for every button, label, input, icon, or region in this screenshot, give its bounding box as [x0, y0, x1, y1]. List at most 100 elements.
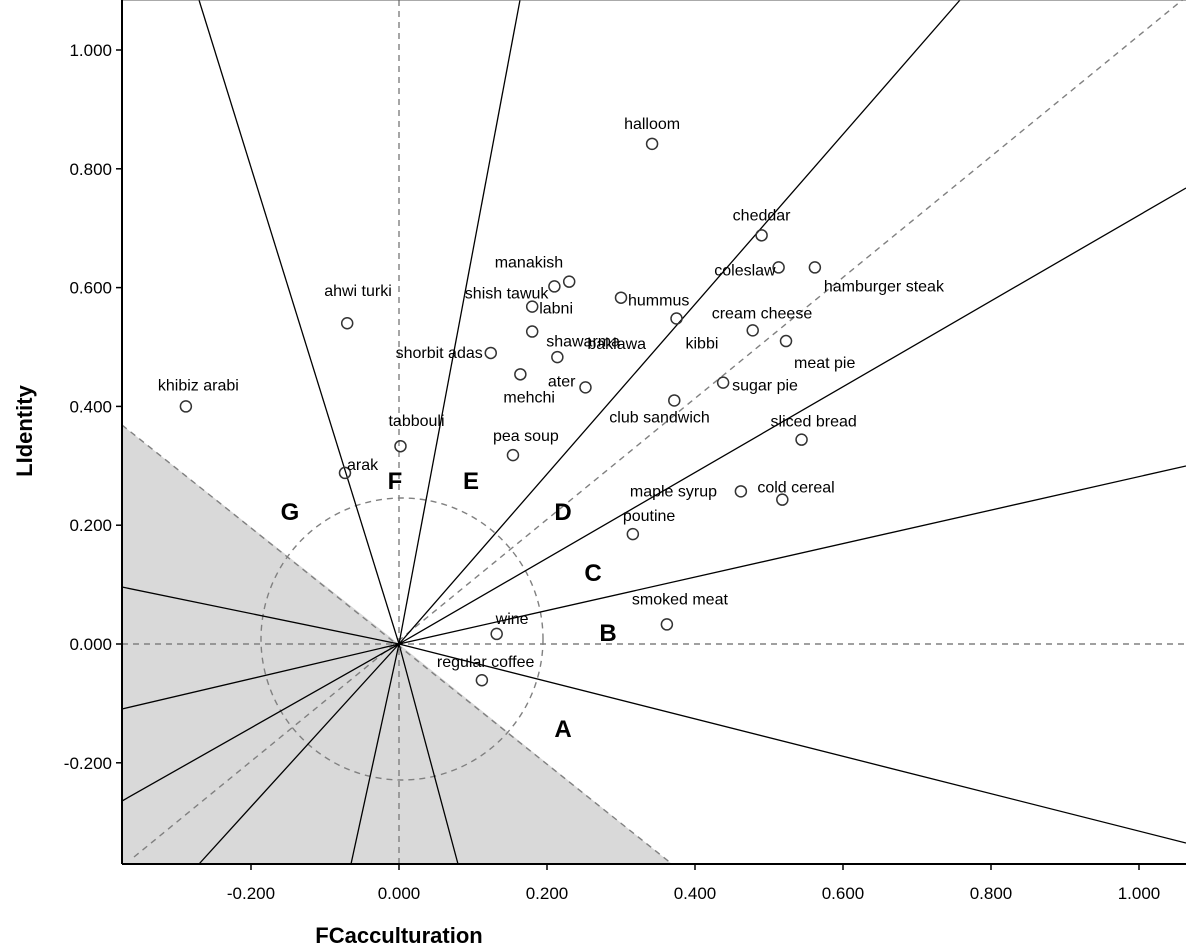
y-tick-label: 0.600	[69, 279, 112, 298]
data-point	[338, 466, 352, 480]
data-point	[525, 325, 539, 338]
data-point	[716, 376, 730, 389]
data-point	[795, 433, 808, 446]
data-point-label: shawarma	[546, 334, 620, 351]
data-point	[645, 137, 659, 151]
sector-ray	[398, 465, 1186, 645]
data-point-label: manakish	[495, 255, 563, 272]
data-point	[734, 485, 748, 498]
data-point	[772, 261, 785, 274]
y-tick-label: 0.000	[69, 635, 112, 654]
data-point	[668, 394, 681, 407]
data-point	[746, 324, 759, 337]
data-point-label: ahwi turki	[324, 283, 392, 300]
x-tick-label: 0.400	[674, 884, 717, 903]
data-point	[525, 300, 539, 313]
data-point-label: mehchi	[503, 389, 555, 406]
y-tick-label: 0.400	[69, 397, 112, 416]
point-labels: halloom cheddar coleslaw hamburger steak man…	[158, 116, 945, 671]
data-point-label: smoked meat	[632, 591, 729, 608]
data-point-label: maple syrup	[630, 483, 717, 500]
sector-ray	[398, 0, 961, 645]
data-point	[755, 229, 768, 242]
data-point	[514, 368, 527, 381]
data-point	[579, 381, 592, 394]
x-tick-label: 0.000	[378, 884, 421, 903]
region-labels: A B C D E F G	[281, 468, 617, 743]
x-axis-title: FCacculturation	[315, 923, 482, 948]
data-point-label: labni	[539, 301, 573, 318]
y-tick-label: -0.200	[64, 754, 112, 773]
x-tick-label: 0.200	[526, 884, 569, 903]
sector-ray	[398, 187, 1186, 645]
y-axis-title: LIdentity	[12, 384, 37, 476]
anti-diagonal-line	[122, 424, 673, 864]
data-point-label: ater	[548, 373, 576, 390]
data-point	[626, 527, 640, 541]
x-tick-label: -0.200	[227, 884, 275, 903]
reference-circle	[260, 497, 544, 781]
data-point-label: halloom	[624, 116, 680, 133]
data-point-label: hamburger steak	[824, 278, 945, 295]
sector-ray	[122, 643, 400, 710]
data-point-label: shorbit adas	[396, 345, 483, 362]
data-point	[340, 316, 354, 330]
data-point	[660, 618, 674, 631]
y-tick-label: 0.800	[69, 160, 112, 179]
data-point	[490, 627, 503, 641]
data-point	[614, 291, 628, 304]
data-point-label: cheddar	[733, 207, 791, 224]
axes: -0.200 0.000 0.200 0.400 0.600 0.800 1.000 -0.2…	[64, 0, 1186, 903]
sector-ray	[198, 643, 400, 864]
data-point-label: meat pie	[794, 355, 855, 372]
y-tick-label: 0.200	[69, 516, 112, 535]
data-point	[548, 280, 561, 293]
data-point	[779, 334, 793, 348]
sector-ray	[122, 586, 400, 645]
y-tick-label: 1.000	[69, 41, 112, 60]
data-point	[776, 493, 789, 506]
region-label-f: F	[388, 468, 403, 495]
data-point-label: wine	[495, 611, 529, 628]
data-point	[484, 346, 498, 360]
region-label-d: D	[554, 499, 571, 526]
region-label-c: C	[584, 560, 601, 587]
sector-ray	[198, 0, 400, 645]
data-point-label: kibbi	[686, 335, 719, 352]
data-point-label: tabbouli	[388, 413, 444, 430]
region-label-e: E	[463, 468, 479, 495]
region-label-a: A	[554, 716, 571, 743]
data-point-label: shish tawuk	[465, 285, 550, 302]
data-point	[562, 275, 576, 288]
sector-ray	[398, 643, 459, 864]
data-point-label: coleslaw	[714, 262, 776, 279]
data-point-label: sliced bread	[771, 414, 857, 431]
data-point	[179, 400, 193, 413]
x-tick-label: 1.000	[1118, 884, 1161, 903]
x-tick-label: 0.800	[970, 884, 1013, 903]
x-tick-label: 0.600	[822, 884, 865, 903]
data-point-label: arak	[347, 457, 379, 474]
data-point-label: sugar pie	[732, 378, 798, 395]
data-point	[475, 673, 489, 687]
region-label-g: G	[281, 499, 300, 526]
data-point-label: baklawa	[587, 336, 646, 353]
sector-ray	[398, 0, 521, 645]
data-point	[394, 439, 407, 453]
plot-area	[122, 0, 1186, 864]
sector-ray	[398, 643, 1186, 844]
data-point-label: regular coffee	[437, 654, 535, 671]
sector-ray	[350, 643, 400, 864]
data-point-label: poutine	[623, 508, 676, 525]
data-point	[506, 448, 520, 462]
data-point-label: cream cheese	[712, 305, 813, 322]
data-point-label: cold cereal	[757, 480, 834, 497]
sector-ray	[122, 643, 400, 802]
data-point	[808, 261, 822, 274]
data-point	[551, 350, 564, 364]
data-point	[670, 312, 683, 325]
region-label-b: B	[599, 620, 616, 647]
data-point-label: club sandwich	[609, 409, 710, 426]
data-point-label: hummus	[628, 293, 689, 310]
